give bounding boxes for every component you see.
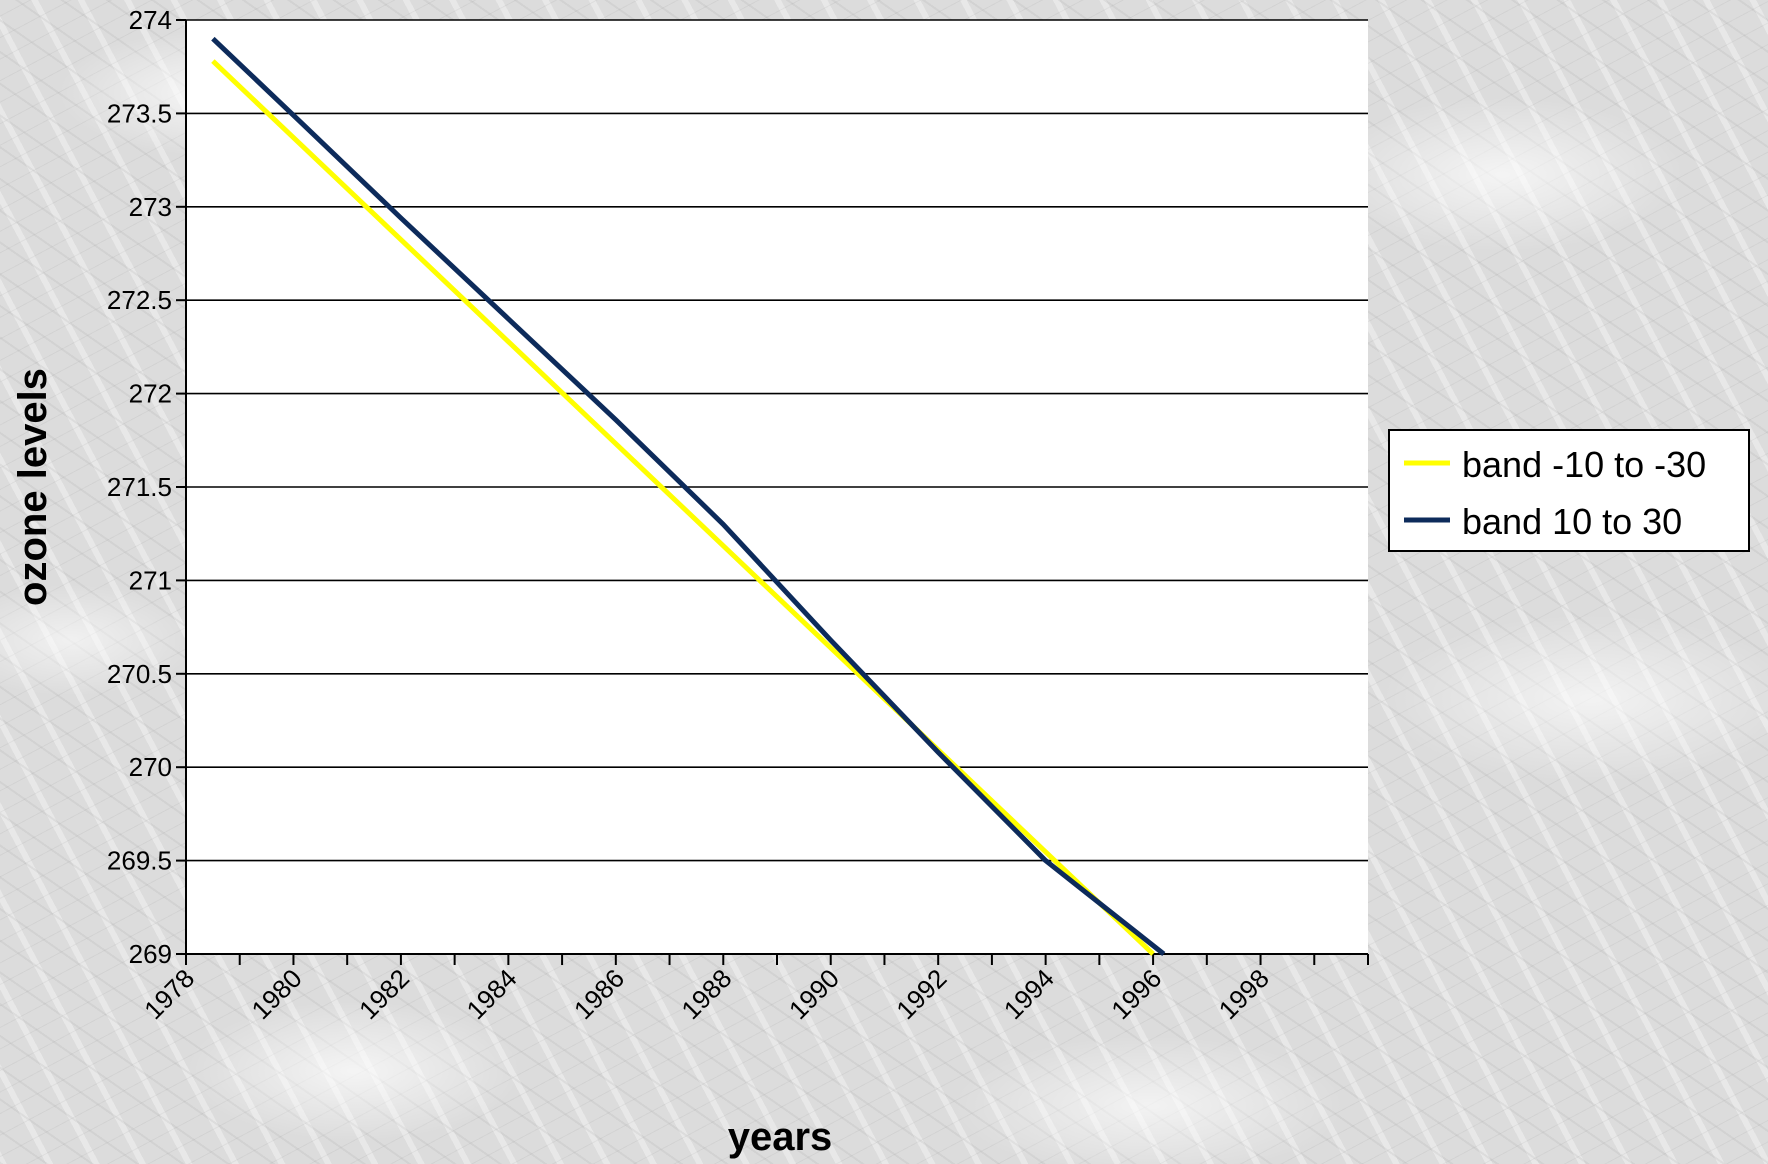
- axes: [176, 19, 1369, 965]
- x-tick-label-10: 1998: [1213, 963, 1275, 1025]
- y-tick-label-8: 273: [129, 192, 172, 222]
- x-axis-title: years: [728, 1115, 833, 1159]
- x-tick-label-4: 1986: [568, 963, 630, 1025]
- x-tick-label-6: 1990: [783, 963, 845, 1025]
- x-tick-label-1: 1980: [246, 963, 308, 1025]
- legend: band -10 to -30 band 10 to 30: [1388, 429, 1750, 552]
- y-tick-label-3: 270.5: [107, 659, 172, 689]
- data-series: [211, 36, 1166, 956]
- legend-label-band-10-30: band 10 to 30: [1462, 501, 1682, 542]
- legend-label-band-neg10-neg30: band -10 to -30: [1462, 444, 1706, 485]
- x-tick-label-3: 1984: [460, 963, 522, 1025]
- y-tick-label-7: 272.5: [107, 285, 172, 315]
- x-tick-label-2: 1982: [353, 963, 415, 1025]
- gridlines: [186, 19, 1368, 862]
- series-line-1: [211, 36, 1166, 956]
- y-tick-label-5: 271.5: [107, 472, 172, 502]
- x-tick-label-7: 1992: [890, 963, 952, 1025]
- y-tick-label-2: 270: [129, 752, 172, 782]
- legend-box: [1388, 429, 1750, 552]
- y-tick-label-10: 274: [129, 5, 172, 35]
- x-tick-label-0: 1978: [138, 963, 200, 1025]
- y-tick-label-1: 269.5: [107, 846, 172, 876]
- y-axis-title: ozone levels: [11, 368, 55, 606]
- x-tick-label-8: 1994: [998, 963, 1060, 1025]
- y-tick-label-9: 273.5: [107, 98, 172, 128]
- series-line-0: [211, 59, 1155, 956]
- x-tick-label-5: 1988: [675, 963, 737, 1025]
- y-tick-label-6: 272: [129, 379, 172, 409]
- x-tick-label-9: 1996: [1105, 963, 1167, 1025]
- y-tick-label-0: 269: [129, 939, 172, 969]
- y-tick-label-4: 271: [129, 565, 172, 595]
